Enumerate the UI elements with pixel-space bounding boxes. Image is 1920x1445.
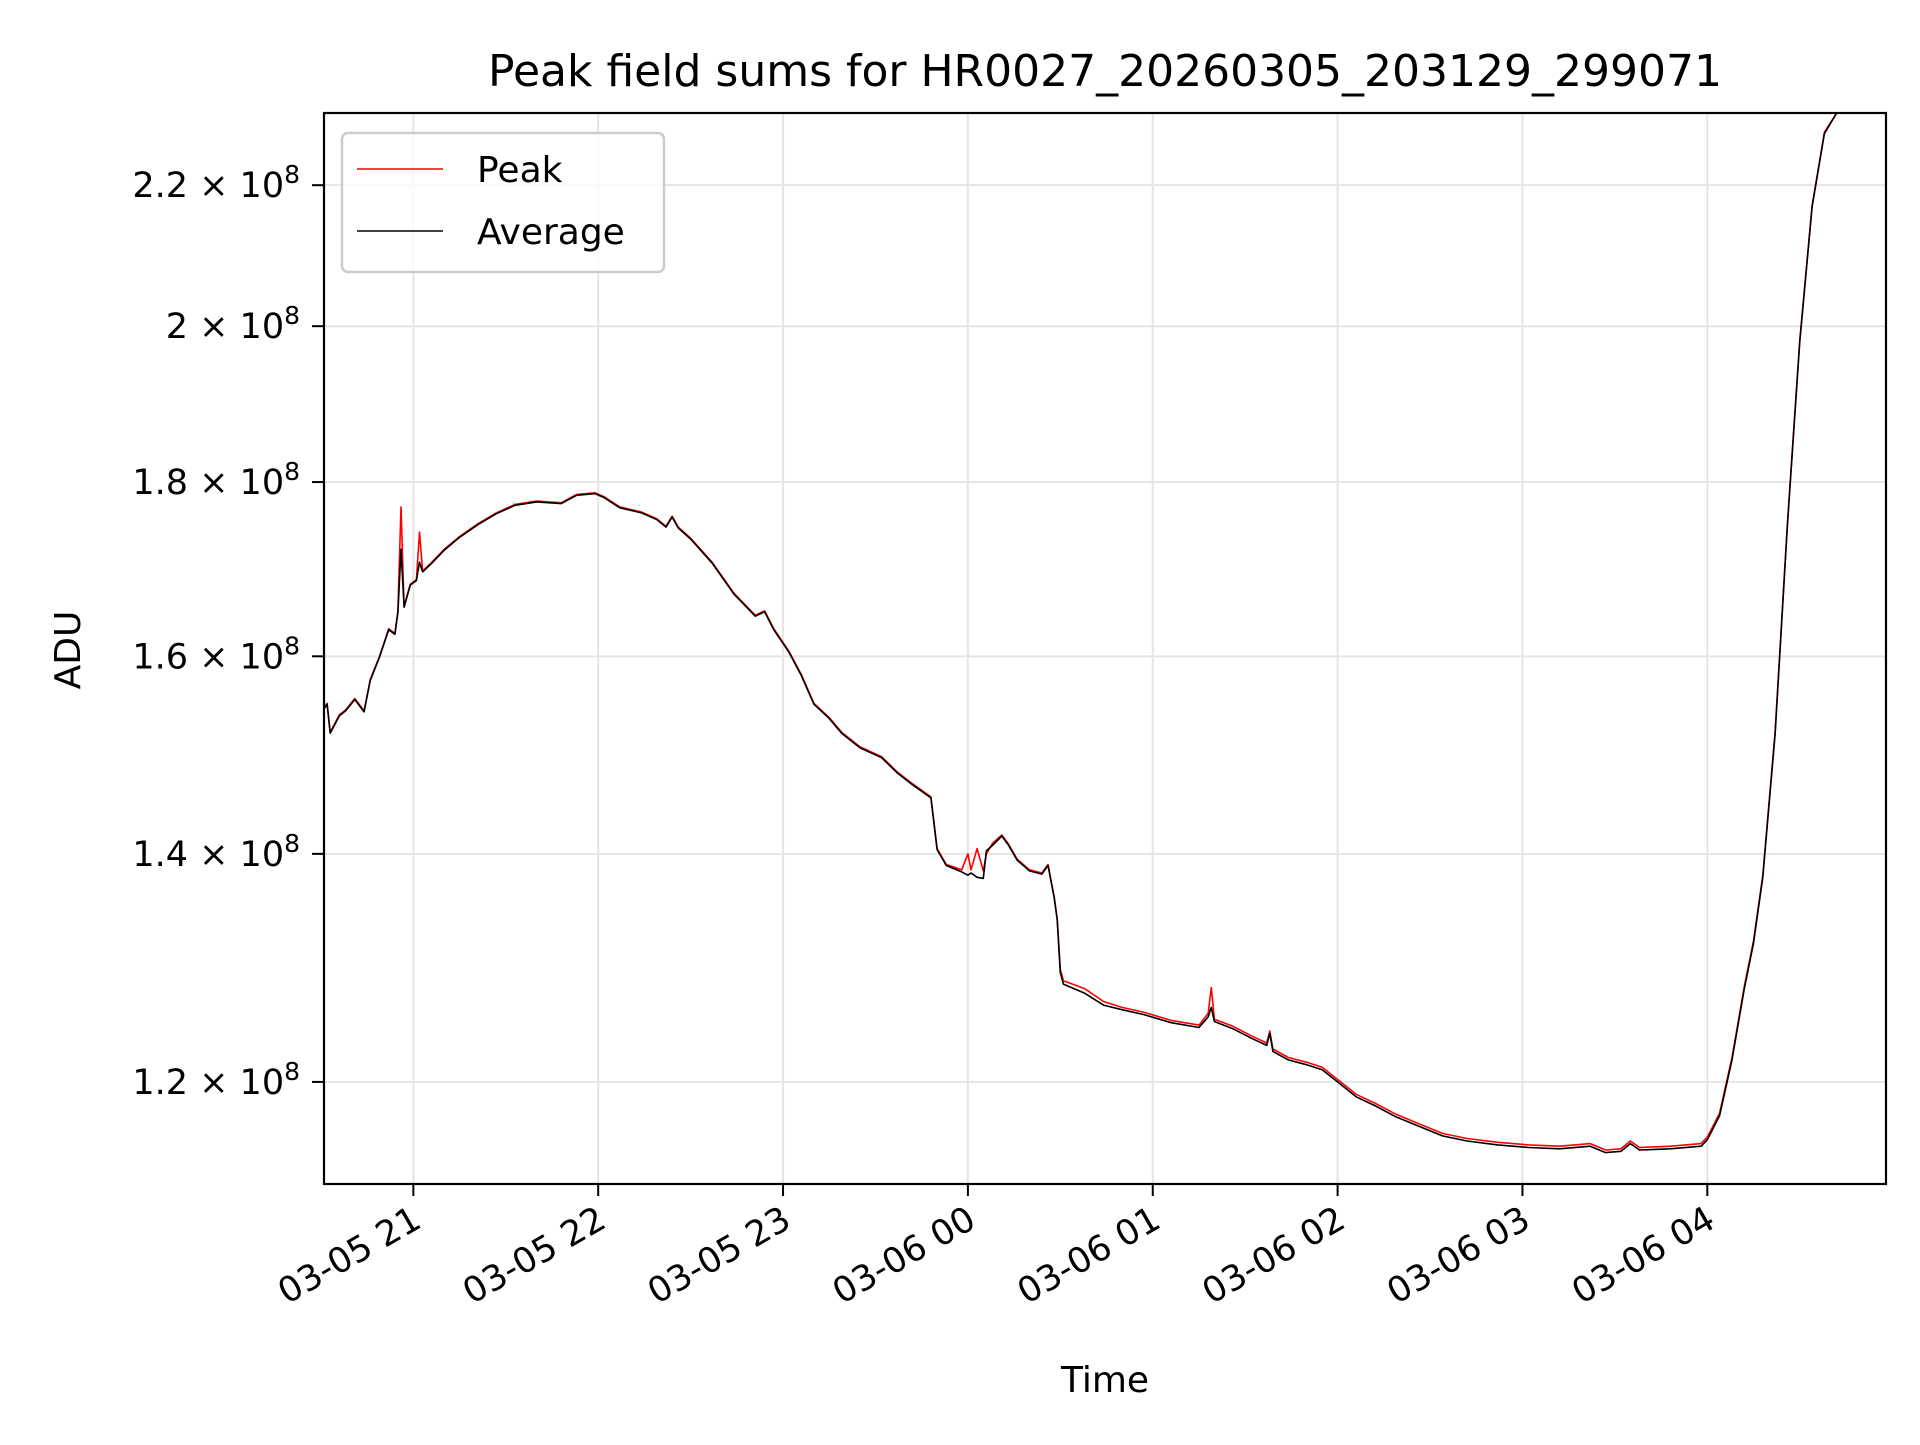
chart-title: Peak field sums for HR0027_20260305_2031… <box>488 46 1722 97</box>
y-tick-label: 2.2 × 108 <box>132 160 300 206</box>
x-axis-label: Time <box>1060 1360 1149 1401</box>
y-axis-label: ADU <box>48 611 89 690</box>
y-tick-label: 1.4 × 108 <box>132 829 300 875</box>
y-tick-label: 1.6 × 108 <box>132 631 300 677</box>
grid <box>324 113 1886 1184</box>
y-axis-ticks: 1.2 × 108 1.4 × 108 1.6 × 108 1.8 × 108 2 × … <box>132 160 324 1103</box>
plot-frame <box>322 111 1888 1186</box>
y-tick-label: 2 × 108 <box>166 301 300 347</box>
legend-label-peak: Peak <box>477 150 563 191</box>
y-tick-label: 1.8 × 108 <box>132 457 300 503</box>
legend: Peak Average <box>340 131 666 274</box>
series-line-average <box>324 113 1886 1154</box>
legend-box <box>340 131 666 274</box>
legend-label-average: Average <box>477 212 625 253</box>
plot-series <box>324 113 1886 1154</box>
y-tick-label: 1.2 × 108 <box>132 1057 300 1103</box>
